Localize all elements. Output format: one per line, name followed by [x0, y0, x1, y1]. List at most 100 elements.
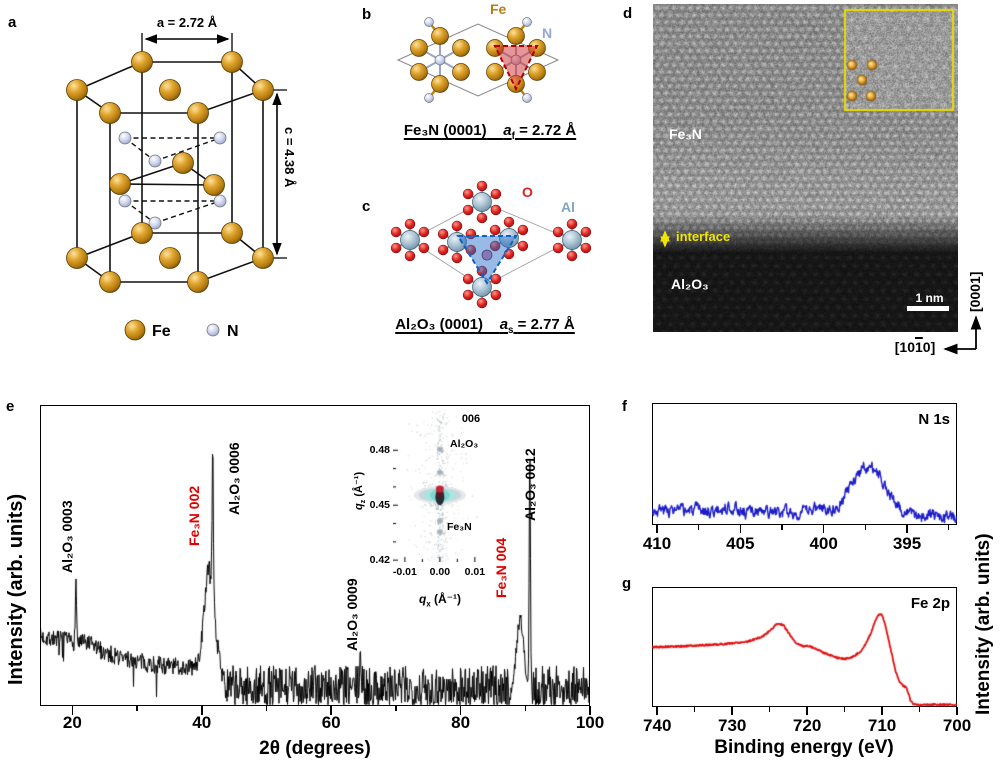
xrd-peak-label: Al₂O₃ 0012: [522, 448, 538, 521]
rsm-qz-unit: (Å⁻¹): [353, 471, 365, 497]
crystal-axes-icon: [943, 315, 982, 355]
n-label: N: [542, 25, 552, 41]
tick-label: 740: [643, 716, 672, 735]
axis-minor-tick: [697, 525, 700, 530]
interface-label: interface: [676, 229, 731, 244]
rsm-qx-symbol: q: [418, 592, 427, 606]
lattice-value: = 2.77 Å: [517, 316, 575, 333]
al2o3-formula: Al₂O₃ (0001): [395, 316, 484, 333]
rsm-qx-unit: (Å⁻¹): [434, 592, 462, 606]
panel-letter-a: a: [8, 14, 17, 31]
lattice-symbol: a: [503, 122, 512, 139]
axis-minor-tick: [781, 525, 783, 530]
al2o3-0001-drawing: O Al: [390, 180, 592, 309]
axis-1010-overbar: 1: [914, 339, 923, 355]
scale-bar-label: 1 nm: [915, 291, 944, 305]
fe3n-formula: Fe₃N (0001): [403, 122, 487, 139]
xps-x-axis-label: Binding energy (eV): [714, 737, 894, 758]
tick-label: 40: [192, 713, 212, 732]
panel-f: f N 1s 410 405 400 395: [620, 385, 1000, 555]
axis-1010-pre: [10: [894, 339, 915, 355]
rsm-xtick-label: -0.01: [392, 566, 417, 578]
rsm-substrate-label: Al₂O₃: [450, 438, 479, 450]
axis-tick: [656, 707, 658, 715]
xrd-peak-label: Al₂O₃ 0003: [59, 500, 75, 573]
tick-label: 20: [62, 713, 82, 732]
lattice-c-label: c = 4.38 Å: [282, 127, 297, 188]
axis-tick: [731, 707, 733, 715]
panel-letter-f: f: [622, 398, 627, 415]
axis-tick: [881, 707, 883, 715]
panel-c-structure: O Al: [385, 178, 600, 310]
axis-tick: [656, 525, 658, 533]
al-label: Al: [561, 199, 575, 215]
fe-triangle-overlay: [493, 45, 539, 92]
fe-label: Fe: [490, 3, 507, 17]
xrd-peak-label: Al₂O₃ 0006: [226, 442, 242, 515]
n-atoms: [118, 131, 227, 230]
axis-minor-tick: [918, 707, 921, 712]
xrd-plot-canvas: [40, 405, 590, 706]
n1s-spectrum-label: N 1s: [918, 411, 950, 428]
n1s-plot-canvas: [652, 403, 957, 525]
rsm-ytick-label: 0.42: [369, 554, 390, 567]
stem-image-canvas: [653, 4, 958, 332]
axis-minor-tick: [843, 707, 846, 712]
tick-label: 80: [451, 713, 471, 732]
lattice-subscript: s: [508, 325, 514, 336]
legend: Fe N: [124, 319, 239, 341]
central-atom: [481, 249, 493, 261]
axis-1010-label: [1010]: [884, 339, 946, 355]
tick-label: 730: [717, 716, 747, 735]
xrd-y-axis-label: Intensity (arb. units): [5, 493, 27, 685]
legend-n-label: N: [227, 323, 239, 340]
rsm-x-axis-label: qx (Å⁻¹): [400, 592, 480, 608]
rsm-canvas: [393, 410, 485, 562]
tick-label: 405: [726, 534, 755, 553]
panel-a-structure: a = 2.72 Å: [15, 15, 315, 350]
axis-tick: [201, 706, 203, 715]
xps-y-axis-label: Intensity (arb. units): [973, 533, 994, 715]
axis-minor-tick: [768, 707, 771, 712]
axis-minor-tick: [693, 707, 696, 712]
panel-letter-g: g: [622, 575, 632, 592]
legend-n-sphere: [206, 323, 220, 337]
axis-1010-post: 0]: [922, 339, 936, 355]
axis-minor-tick: [265, 706, 268, 711]
panel-letter-e: e: [6, 398, 15, 415]
panel-letter-c: c: [362, 198, 371, 215]
lattice-a-label: a = 2.72 Å: [157, 15, 218, 30]
legend-fe-label: Fe: [152, 323, 171, 340]
lattice-value: = 2.72 Å: [519, 122, 577, 139]
panel-letter-d: d: [623, 5, 633, 22]
tick-label: 400: [809, 534, 838, 553]
fe3n-unit-cell-drawing: a = 2.72 Å: [66, 15, 287, 341]
rsm-qx-subscript: x: [426, 599, 431, 609]
axis-tick: [956, 707, 958, 715]
rsm-ytick-label: 0.48: [369, 444, 390, 457]
panel-letter-b: b: [362, 6, 372, 23]
axis-tick: [330, 706, 332, 715]
panel-c-caption: Al₂O₃ (0001) as = 2.77 Å: [380, 316, 590, 336]
axis-minor-tick: [524, 706, 527, 711]
rsm-inset: qz (Å⁻¹) 006 Al₂O₃ Fe₃N qx (Å⁻¹) 0.48 0.4…: [352, 408, 612, 623]
axis-tick: [739, 525, 742, 533]
xrd-peak-label: Fe₃N 004: [493, 537, 509, 598]
axis-tick: [71, 706, 74, 715]
axis-tick: [459, 706, 462, 715]
axis-tick: [589, 706, 591, 715]
tick-label: 700: [942, 716, 972, 735]
rsm-reflection-label: 006: [461, 413, 481, 425]
fe-atoms: [410, 27, 546, 93]
xrd-peak-label: Fe₃N 002: [186, 485, 202, 546]
axis-minor-tick: [864, 525, 867, 530]
axis-tick: [822, 525, 825, 533]
axis-tick: [806, 707, 808, 715]
fe3n-0001-drawing: Fe N: [396, 1, 560, 103]
rsm-xtick-label: 0.01: [464, 566, 486, 578]
tick-label: 720: [792, 716, 822, 735]
stem-region-top-label: Fe₃N: [669, 126, 702, 142]
tick-label: 395: [892, 534, 922, 553]
o-label: O: [522, 184, 533, 200]
